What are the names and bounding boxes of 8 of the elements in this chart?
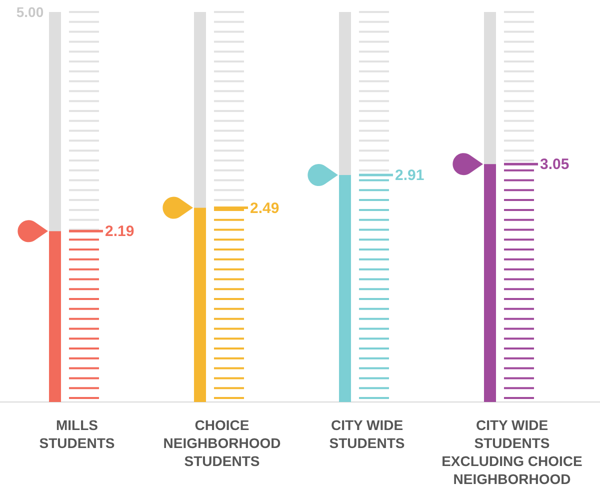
x-tick-label: CHOICE NEIGHBORHOOD STUDENTS [163,417,281,469]
data-label: 2.19 [105,223,134,240]
x-tick-label: CITY WIDE STUDENTS EXCLUDING CHOICE NEIGHBORHOOD [442,417,582,487]
data-label: 2.49 [250,200,280,217]
x-tick-label: CITY WIDE STUDENTS [329,417,405,451]
x-tick-label: MILLS STUDENTS [39,417,115,451]
data-label: 2.91 [395,167,424,184]
data-label: 3.05 [540,156,570,174]
